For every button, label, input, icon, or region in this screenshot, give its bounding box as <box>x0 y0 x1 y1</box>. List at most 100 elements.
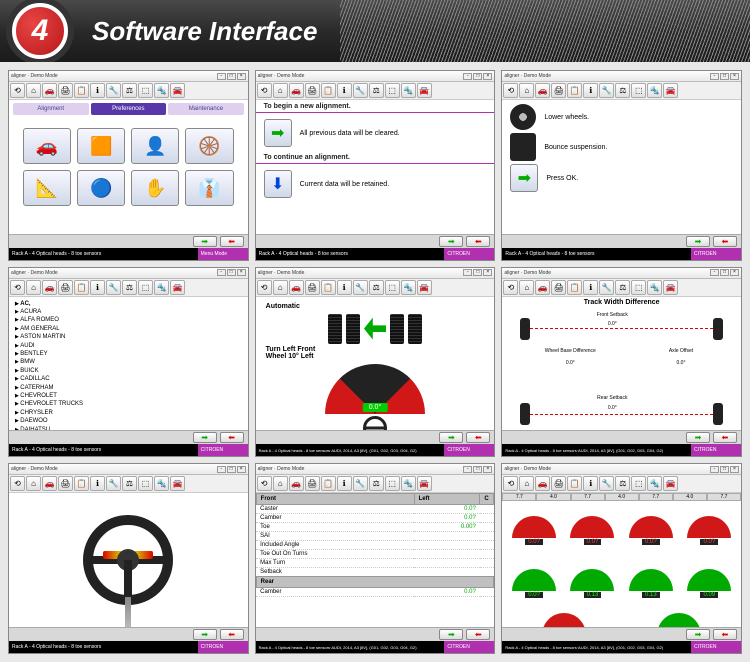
toolbar-btn[interactable]: ⌂ <box>519 280 534 295</box>
toolbar-btn[interactable]: ⬚ <box>631 83 646 98</box>
toolbar-btn[interactable]: 🔧 <box>106 83 121 98</box>
toolbar-btn[interactable]: 🚗 <box>289 83 304 98</box>
make-item[interactable]: CHEVROLET TRUCKS <box>15 400 242 408</box>
tab-preferences[interactable]: Preferences <box>91 103 167 115</box>
toolbar-btn[interactable]: ⟲ <box>10 476 25 491</box>
toolbar-btn[interactable]: ⚖ <box>122 83 137 98</box>
toolbar-btn[interactable]: 🔧 <box>599 476 614 491</box>
toolbar-btn[interactable]: ℹ <box>583 83 598 98</box>
toolbar-btn[interactable]: 🔩 <box>647 83 662 98</box>
toolbar-btn[interactable]: 🔩 <box>647 476 662 491</box>
toolbar-btn[interactable]: ⬚ <box>385 476 400 491</box>
make-item[interactable]: DAEWOO <box>15 417 242 425</box>
toolbar-btn[interactable]: ℹ <box>337 476 352 491</box>
menu-icon[interactable]: 🚗 <box>23 128 71 164</box>
make-item[interactable]: BMW <box>15 358 242 366</box>
toolbar-btn[interactable]: 🚗 <box>535 83 550 98</box>
menu-icon[interactable]: 👤 <box>131 128 179 164</box>
toolbar-btn[interactable]: ℹ <box>337 83 352 98</box>
menu-icon[interactable]: 🛞 <box>185 128 233 164</box>
toolbar-btn[interactable]: 🖨 <box>551 476 566 491</box>
toolbar-btn[interactable]: ⌂ <box>273 83 288 98</box>
menu-icon[interactable]: 🔵 <box>77 170 125 206</box>
toolbar-btn[interactable]: ℹ <box>90 476 105 491</box>
toolbar-btn[interactable]: 🔩 <box>154 280 169 295</box>
toolbar-btn[interactable]: 🚘 <box>663 476 678 491</box>
toolbar-btn[interactable]: ⟲ <box>257 476 272 491</box>
toolbar-btn[interactable]: ℹ <box>90 83 105 98</box>
toolbar-btn[interactable]: ⟲ <box>10 280 25 295</box>
menu-icon[interactable]: 📐 <box>23 170 71 206</box>
toolbar-btn[interactable]: ⚖ <box>369 476 384 491</box>
toolbar-btn[interactable]: 🔧 <box>106 280 121 295</box>
toolbar-btn[interactable]: 🚘 <box>663 83 678 98</box>
make-item[interactable]: CADILLAC <box>15 375 242 383</box>
toolbar-btn[interactable]: 🚗 <box>535 476 550 491</box>
toolbar-btn[interactable]: 📋 <box>74 83 89 98</box>
nav-back[interactable]: ⬅ <box>466 236 490 247</box>
toolbar-btn[interactable]: 🔩 <box>401 476 416 491</box>
make-item[interactable]: DAIHATSU <box>15 426 242 431</box>
toolbar-btn[interactable]: 🚘 <box>417 83 432 98</box>
toolbar-btn[interactable]: 🔩 <box>401 280 416 295</box>
toolbar-btn[interactable]: 🖨 <box>305 280 320 295</box>
toolbar-btn[interactable]: ⌂ <box>26 476 41 491</box>
make-item[interactable]: BENTLEY <box>15 350 242 358</box>
toolbar-btn[interactable]: 🔧 <box>106 476 121 491</box>
toolbar-btn[interactable]: ⚖ <box>122 280 137 295</box>
toolbar-btn[interactable]: ⟲ <box>257 83 272 98</box>
toolbar-btn[interactable]: ⟲ <box>503 476 518 491</box>
toolbar-btn[interactable]: 🚘 <box>170 280 185 295</box>
toolbar-btn[interactable]: ℹ <box>583 476 598 491</box>
make-list[interactable]: AC,ACURAALFA ROMEOAM GENERALASTON MARTIN… <box>9 297 248 431</box>
toolbar-btn[interactable]: ⚖ <box>369 83 384 98</box>
toolbar-btn[interactable]: ⚖ <box>369 280 384 295</box>
toolbar-btn[interactable]: 🚘 <box>170 476 185 491</box>
menu-icon[interactable]: ✋ <box>131 170 179 206</box>
toolbar-btn[interactable]: 🖨 <box>58 280 73 295</box>
toolbar-btn[interactable]: 🖨 <box>551 83 566 98</box>
toolbar-btn[interactable]: 🖨 <box>58 83 73 98</box>
toolbar-btn[interactable]: ℹ <box>583 280 598 295</box>
toolbar-btn[interactable]: ⚖ <box>615 83 630 98</box>
menu-icon[interactable]: 🟧 <box>77 128 125 164</box>
toolbar-btn[interactable]: 🔧 <box>353 83 368 98</box>
toolbar-btn[interactable]: 📋 <box>74 476 89 491</box>
toolbar-btn[interactable]: 🚗 <box>42 476 57 491</box>
toolbar-btn[interactable]: ⌂ <box>26 280 41 295</box>
min-btn[interactable]: - <box>217 73 226 80</box>
nav-back[interactable]: ⬅ <box>220 236 244 247</box>
toolbar-btn[interactable]: 🔩 <box>154 476 169 491</box>
toolbar-btn[interactable]: 📋 <box>321 280 336 295</box>
toolbar-btn[interactable]: ⬚ <box>138 476 153 491</box>
toolbar-btn[interactable]: ℹ <box>90 280 105 295</box>
toolbar-btn[interactable]: ⚖ <box>615 280 630 295</box>
toolbar-btn[interactable]: ⟲ <box>503 83 518 98</box>
toolbar-btn[interactable]: 🚘 <box>663 280 678 295</box>
toolbar-btn[interactable]: 🚗 <box>42 280 57 295</box>
toolbar-btn[interactable]: 🚘 <box>170 83 185 98</box>
toolbar-btn[interactable]: ⟲ <box>257 280 272 295</box>
toolbar-btn[interactable]: 🖨 <box>58 476 73 491</box>
tab-alignment[interactable]: Alignment <box>13 103 89 115</box>
ok-button[interactable]: ➡ <box>510 164 538 192</box>
make-item[interactable]: CATERHAM <box>15 384 242 392</box>
toolbar-btn[interactable]: 📋 <box>567 476 582 491</box>
toolbar-btn[interactable]: ⬚ <box>138 280 153 295</box>
toolbar-btn[interactable]: 🔧 <box>599 280 614 295</box>
toolbar-btn[interactable]: ⬚ <box>631 280 646 295</box>
max-btn[interactable]: □ <box>227 73 236 80</box>
toolbar-btn[interactable]: 🚗 <box>289 280 304 295</box>
toolbar-btn[interactable]: 🚘 <box>417 280 432 295</box>
toolbar-btn[interactable]: 🚗 <box>535 280 550 295</box>
toolbar-btn[interactable]: 🔧 <box>353 476 368 491</box>
toolbar-btn[interactable]: 🖨 <box>551 280 566 295</box>
toolbar-btn[interactable]: ℹ <box>337 280 352 295</box>
nav-next[interactable]: ➡ <box>439 236 463 247</box>
menu-icon[interactable]: 👔 <box>185 170 233 206</box>
toolbar-btn[interactable]: ⚖ <box>615 476 630 491</box>
make-item[interactable]: ACURA <box>15 308 242 316</box>
toolbar-btn[interactable]: 🚗 <box>289 476 304 491</box>
toolbar-btn[interactable]: ⌂ <box>519 83 534 98</box>
toolbar-btn[interactable]: 🔧 <box>599 83 614 98</box>
